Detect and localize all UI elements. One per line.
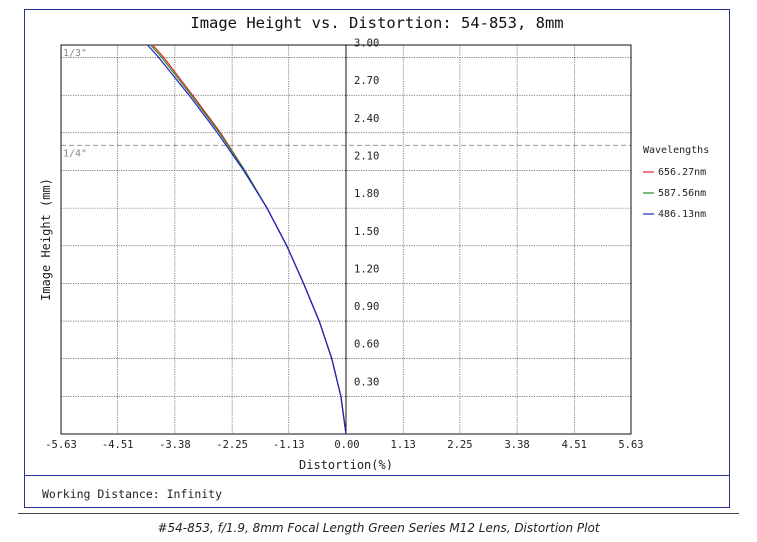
x-tick-label: -2.25: [216, 439, 248, 451]
sensor-size-label: 1/4": [63, 148, 87, 159]
y-tick-label: 1.50: [354, 226, 379, 238]
x-tick-label: -1.13: [273, 439, 305, 451]
x-tick-label: 0.00: [334, 439, 359, 451]
x-axis-label: Distortion(%): [299, 458, 393, 470]
y-tick-label: 2.70: [354, 75, 379, 87]
x-tick-label: 2.25: [447, 439, 472, 451]
x-tick-label: -3.38: [159, 439, 191, 451]
legend-entry: 486.13nm: [658, 209, 706, 220]
working-distance-label: Working Distance: Infinity: [42, 487, 223, 501]
distortion-chart: 1/3" 1/4" 0.30 0.60 0.90 1.20 1.50 1.80 2.10 2.40…: [39, 38, 709, 470]
y-tick-label: 2.10: [354, 150, 379, 162]
plot-frame: Image Height vs. Distortion: 54-853, 8mm…: [24, 9, 730, 508]
x-tick-label: -5.63: [45, 439, 77, 451]
figure-caption: #54-853, f/1.9, 8mm Focal Length Green S…: [157, 521, 600, 535]
y-tick-label: 3.00: [354, 38, 379, 50]
x-tick-label: 4.51: [562, 439, 587, 451]
series-line-486.13nm: [147, 44, 347, 435]
legend-entry: 656.27nm: [658, 167, 706, 178]
caption-divider: [18, 513, 739, 514]
y-tick-label: 0.30: [354, 376, 379, 388]
y-tick-label: 0.90: [354, 301, 379, 313]
footer-divider: [25, 475, 729, 476]
legend-entry: 587.56nm: [658, 188, 706, 199]
legend-title: Wavelengths: [643, 145, 709, 156]
chart-title: Image Height vs. Distortion: 54-853, 8mm: [190, 14, 564, 32]
series-line-656.27nm: [152, 44, 347, 435]
x-tick-label: 5.63: [618, 439, 643, 451]
y-tick-label: 1.80: [354, 188, 379, 200]
y-tick-label: 1.20: [354, 263, 379, 275]
x-tick-label: -4.51: [102, 439, 134, 451]
series-line-587.56nm: [150, 44, 347, 435]
x-tick-label: 1.13: [391, 439, 416, 451]
y-axis-label: Image Height (mm): [39, 178, 53, 301]
x-tick-label: 3.38: [504, 439, 529, 451]
sensor-size-label: 1/3": [63, 48, 87, 59]
y-tick-label: 0.60: [354, 339, 379, 351]
y-tick-label: 2.40: [354, 113, 379, 125]
